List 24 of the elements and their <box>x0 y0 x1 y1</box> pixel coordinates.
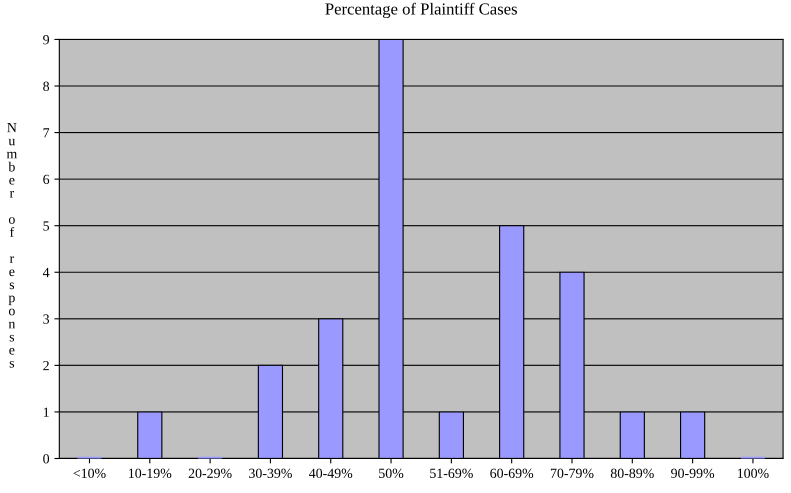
chart-title: Percentage of Plaintiff Cases <box>325 2 517 18</box>
x-tick-label: 40-49% <box>309 468 352 478</box>
x-tick-label: 10-19% <box>129 468 172 478</box>
y-tick-label: 7 <box>44 128 50 138</box>
x-tick-label: 60-69% <box>490 468 534 478</box>
x-tick-label: 30-39% <box>249 468 292 478</box>
text: Number of responses <box>6 123 18 368</box>
y-tick-label: 2 <box>43 360 49 370</box>
y-tick-label: 8 <box>43 82 50 91</box>
x-tick-label: 20-29% <box>188 468 232 478</box>
y-tick-label: 3 <box>43 314 50 324</box>
y-tick-label: 4 <box>42 268 50 278</box>
x-tick-label: 70-79% <box>550 468 594 478</box>
x-tick-label: 80-89% <box>610 468 654 478</box>
y-tick-label: 5 <box>43 221 50 231</box>
y-tick-label: 6 <box>43 174 50 184</box>
y-tick-label: 0 <box>43 454 50 464</box>
x-tick-label: 100% <box>738 468 769 478</box>
x-tick-label: 90-99% <box>671 468 714 478</box>
y-tick-label: 9 <box>43 35 50 44</box>
y-tick-label: 1 <box>44 408 49 417</box>
x-tick-label: 51-69% <box>430 468 473 478</box>
x-tick-label: 50% <box>379 468 404 478</box>
x-tick-label: <10% <box>74 468 106 478</box>
